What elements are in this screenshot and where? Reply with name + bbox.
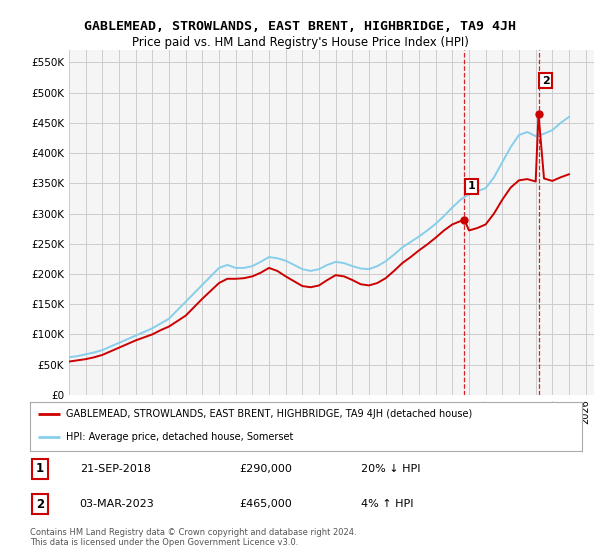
Text: 1: 1 [36,463,44,475]
Text: 4% ↑ HPI: 4% ↑ HPI [361,499,414,509]
Text: 1: 1 [467,181,475,192]
Text: 21-SEP-2018: 21-SEP-2018 [80,464,151,474]
Text: Price paid vs. HM Land Registry's House Price Index (HPI): Price paid vs. HM Land Registry's House … [131,36,469,49]
Text: £465,000: £465,000 [240,499,293,509]
Text: 2: 2 [542,76,550,86]
Text: 03-MAR-2023: 03-MAR-2023 [80,499,154,509]
Text: 2: 2 [36,497,44,511]
Text: GABLEMEAD, STROWLANDS, EAST BRENT, HIGHBRIDGE, TA9 4JH (detached house): GABLEMEAD, STROWLANDS, EAST BRENT, HIGHB… [66,409,472,419]
Text: 20% ↓ HPI: 20% ↓ HPI [361,464,421,474]
Text: GABLEMEAD, STROWLANDS, EAST BRENT, HIGHBRIDGE, TA9 4JH: GABLEMEAD, STROWLANDS, EAST BRENT, HIGHB… [84,20,516,32]
Text: HPI: Average price, detached house, Somerset: HPI: Average price, detached house, Some… [66,432,293,442]
Text: £290,000: £290,000 [240,464,293,474]
Text: Contains HM Land Registry data © Crown copyright and database right 2024.
This d: Contains HM Land Registry data © Crown c… [30,528,356,547]
